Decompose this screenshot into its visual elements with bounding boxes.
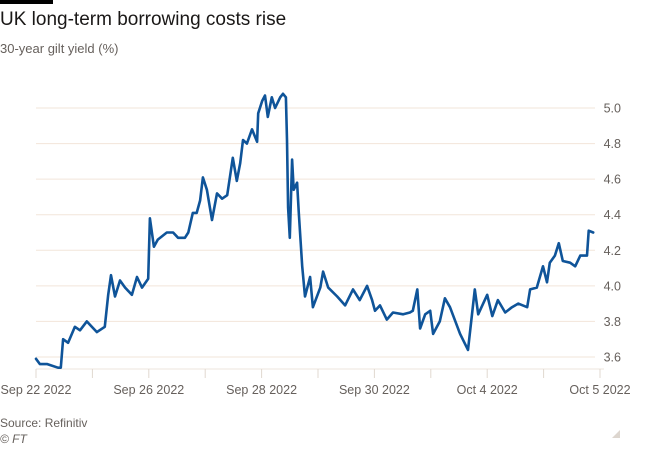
x-tick-label: Sep 22 2022 [1, 383, 72, 397]
y-axis: 3.6 3.8 4.0 4.2 4.4 4.6 4.8 5.0 [604, 102, 621, 365]
series [34, 92, 595, 370]
y-tick-label: 4.6 [604, 173, 621, 187]
y-tick-label: 3.6 [604, 351, 621, 365]
gridlines [36, 107, 595, 358]
copyright-note: © FT [0, 432, 27, 446]
source-note: Source: Refinitiv [0, 416, 88, 430]
chart-subtitle: 30-year gilt yield (%) [0, 41, 119, 56]
y-tick-label: 3.8 [604, 315, 621, 329]
x-tick-label: Oct 5 2022 [569, 383, 630, 397]
resize-corner-icon [612, 430, 620, 438]
x-tick-label: Sep 28 2022 [226, 383, 297, 397]
x-tick-label: Sep 26 2022 [113, 383, 184, 397]
y-tick-label: 4.4 [604, 208, 621, 222]
series-line-30y-gilt-yield [34, 92, 595, 370]
y-tick-label: 4.2 [604, 244, 621, 258]
chart-title: UK long-term borrowing costs rise [0, 9, 287, 30]
y-tick-label: 4.0 [604, 279, 621, 293]
x-axis: Sep 22 2022 Sep 26 2022 Sep 28 2022 Sep 30 … [1, 368, 631, 397]
y-tick-label: 4.8 [604, 137, 621, 151]
ft-brand-bar [0, 0, 53, 4]
x-tick-label: Sep 30 2022 [339, 383, 410, 397]
y-tick-label: 5.0 [604, 102, 621, 116]
x-tick-label: Oct 4 2022 [457, 383, 518, 397]
